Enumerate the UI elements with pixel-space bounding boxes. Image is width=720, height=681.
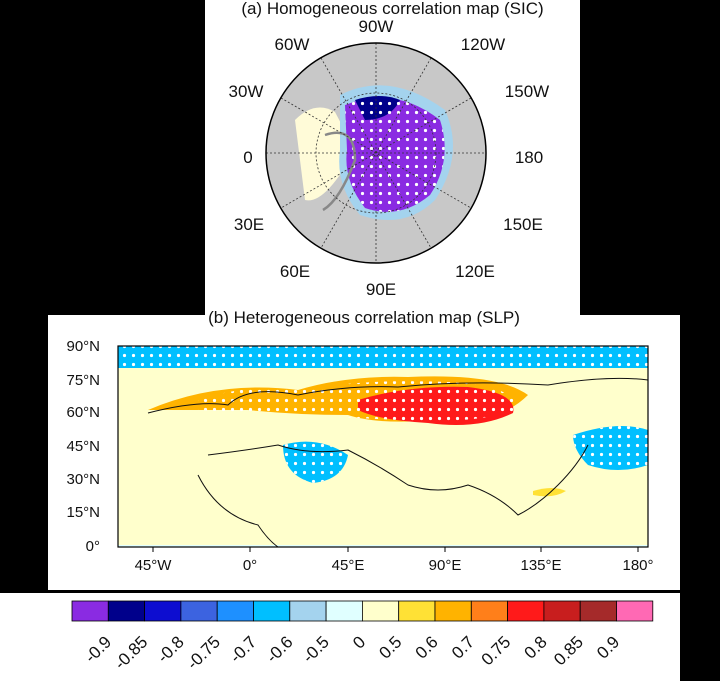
coastlines	[147, 377, 648, 547]
lon-label: 150W	[505, 82, 549, 101]
colorbar-cell	[107, 600, 146, 622]
colorbar-cell	[398, 600, 436, 622]
lon-label: 60W	[275, 35, 310, 54]
panel-a: (a) Homogeneous correlation map (SIC)	[205, 0, 580, 315]
latlon-map: 90°N 75°N 60°N 45°N 30°N 15°N 0° 45°W 0°…	[66, 338, 654, 574]
panel-a-title: (a) Homogeneous correlation map (SIC)	[241, 0, 544, 18]
graticule	[266, 43, 486, 263]
colorbar-cell	[470, 600, 508, 622]
panel-b: (b) Heterogeneous correlation map (SLP)	[48, 308, 680, 590]
colorbar-label: 0.5	[375, 632, 405, 662]
colorbar-cell	[434, 600, 472, 622]
lon-label: 180	[515, 148, 543, 167]
lon-label: 60E	[280, 262, 310, 281]
colorbar-cell	[71, 600, 109, 622]
contour-line	[322, 131, 357, 212]
positive-stipple	[198, 381, 518, 422]
colorbar-label: 0.8	[521, 632, 551, 662]
colorbar-label: -0.85	[111, 632, 152, 673]
lat-tick-label: 30°N	[66, 471, 100, 488]
lat-tick-label: 0°	[86, 538, 100, 555]
mediterranean-stipple	[283, 441, 348, 483]
colorbar-cells	[71, 600, 654, 622]
colorbar-label: 0.6	[412, 632, 442, 662]
lat-tick-label: 15°N	[66, 504, 100, 521]
colorbar-label: -0.5	[299, 632, 333, 666]
colorbar-cell	[361, 600, 400, 622]
colorbar-label: 0.85	[550, 632, 587, 669]
colorbar-cell	[180, 600, 218, 622]
colorbar-cell	[216, 600, 254, 622]
y-axis-labels: 90°N 75°N 60°N 45°N 30°N 15°N 0°	[66, 338, 100, 555]
lon-label: 120W	[461, 35, 505, 54]
longitude-labels: 90W 120W 150W 180 150E 120E 90E 60E 30E …	[229, 17, 550, 299]
colorbar-cell	[543, 600, 581, 622]
high-latitude-stipple	[118, 346, 648, 368]
lon-label: 0	[243, 148, 252, 167]
map-frame	[117, 345, 649, 548]
colorbar-label: -0.9	[81, 632, 115, 666]
colorbar-label: -0.6	[262, 632, 296, 666]
colorbar-panel: -0.9 -0.85 -0.8 -0.75 -0.7 -0.6 -0.5 0 0.5 0.6 0.7…	[0, 593, 680, 681]
panel-b-title: (b) Heterogeneous correlation map (SLP)	[208, 308, 520, 327]
colorbar-cell	[253, 600, 291, 622]
polar-map: 90W 120W 150W 180 150E 120E 90E 60E 30E …	[229, 17, 550, 299]
colorbar-cell	[579, 600, 617, 622]
lon-label: 90W	[359, 17, 394, 36]
lon-tick-label: 0°	[243, 557, 257, 574]
colorbar-cell	[325, 600, 363, 622]
lat-tick-label: 90°N	[66, 338, 100, 355]
lon-label: 90E	[366, 280, 396, 299]
colorbar-labels: -0.9-0.85 -0.8-0.75 -0.7 -0.6 -0.5 0 0.5 0.6 0.7…	[81, 632, 623, 673]
colorbar-cell	[144, 600, 182, 622]
colorbar-cell	[507, 600, 545, 622]
colorbar-label: 0.75	[478, 632, 515, 669]
colorbar-label: 0.7	[448, 632, 478, 662]
lon-label: 150E	[503, 215, 543, 234]
colorbar-label: 0	[349, 632, 369, 652]
neutral-field	[118, 346, 648, 545]
lon-label: 30E	[234, 215, 264, 234]
colorbar-label: -0.8	[154, 632, 188, 666]
colorbar: -0.9-0.85 -0.8-0.75 -0.7 -0.6 -0.5 0 0.5 0.6 0.7…	[71, 600, 654, 673]
colorbar-label: -0.7	[226, 632, 260, 666]
colorbar-cell	[289, 600, 327, 622]
lon-tick-label: 90°E	[429, 557, 462, 574]
lon-tick-label: 135°E	[520, 557, 561, 574]
significance-stipple	[345, 97, 445, 212]
colorbar-label: -0.75	[183, 632, 224, 673]
colorbar-cell	[616, 600, 654, 622]
lon-tick-label: 45°E	[332, 557, 365, 574]
lat-tick-label: 75°N	[66, 372, 100, 389]
small-positive-patch	[533, 488, 566, 497]
x-axis-ticks	[152, 547, 639, 552]
colorbar-label: 0.9	[593, 632, 623, 662]
lon-tick-label: 180°	[622, 557, 653, 574]
lon-label: 120E	[455, 262, 495, 281]
map-boundary	[265, 42, 487, 264]
lat-tick-label: 45°N	[66, 438, 100, 455]
pacific-stipple	[573, 426, 648, 470]
lat-tick-label: 60°N	[66, 404, 100, 421]
x-axis-labels: 45°W 0° 45°E 90°E 135°E 180°	[135, 557, 654, 574]
lon-tick-label: 45°W	[135, 557, 173, 574]
lon-label: 30W	[229, 82, 264, 101]
